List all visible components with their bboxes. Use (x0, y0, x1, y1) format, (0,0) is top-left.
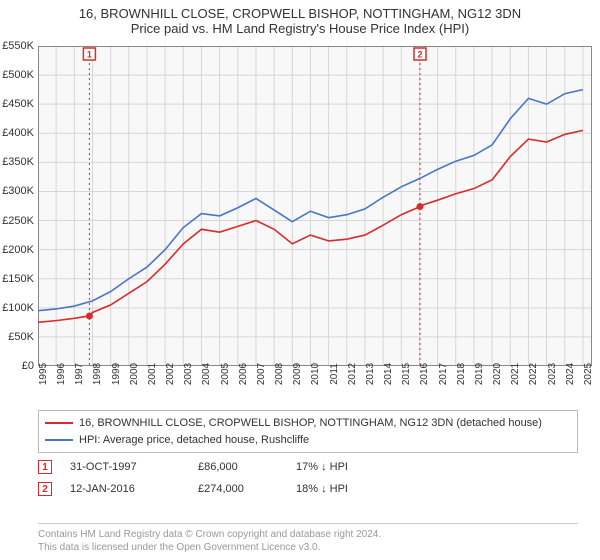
x-tick-label: 2019 (474, 363, 485, 385)
x-tick-label: 1997 (74, 363, 85, 385)
x-tick-label: 2000 (129, 363, 140, 385)
y-tick-label: £500K (2, 69, 34, 81)
footer-attribution: Contains HM Land Registry data © Crown c… (38, 523, 578, 554)
svg-text:2: 2 (417, 50, 422, 60)
legend-item-hpi: HPI: Average price, detached house, Rush… (45, 432, 571, 449)
y-tick-label: £100K (2, 302, 34, 314)
x-tick-label: 2018 (456, 363, 467, 385)
x-tick-label: 2015 (401, 363, 412, 385)
x-tick-label: 2020 (492, 363, 503, 385)
y-tick-label: £350K (2, 156, 34, 168)
x-tick-label: 2014 (383, 363, 394, 385)
legend-swatch-property (45, 422, 73, 424)
x-tick-label: 2007 (256, 363, 267, 385)
event-marker-box: 1 (38, 460, 52, 474)
x-tick-label: 2005 (220, 363, 231, 385)
y-tick-label: £250K (2, 215, 34, 227)
y-axis-labels: £0£50K£100K£150K£200K£250K£300K£350K£400… (0, 46, 36, 366)
x-tick-label: 2012 (347, 363, 358, 385)
x-tick-label: 2003 (183, 363, 194, 385)
event-diff: 18% ↓ HPI (296, 483, 348, 495)
y-tick-label: £200K (2, 244, 34, 256)
event-row: 1 31-OCT-1997 £86,000 17% ↓ HPI (38, 456, 578, 478)
y-tick-label: £150K (2, 273, 34, 285)
x-tick-label: 1995 (38, 363, 49, 385)
event-price: £274,000 (198, 483, 278, 495)
x-tick-label: 2002 (165, 363, 176, 385)
x-tick-label: 2017 (438, 363, 449, 385)
x-axis-labels: 1995199619971998199920002001200220032004… (38, 368, 592, 408)
x-tick-label: 2011 (329, 363, 340, 385)
event-table: 1 31-OCT-1997 £86,000 17% ↓ HPI 2 12-JAN-2016… (38, 456, 578, 500)
x-tick-label: 2024 (565, 363, 576, 385)
x-tick-label: 2009 (292, 363, 303, 385)
x-tick-label: 1999 (111, 363, 122, 385)
event-price: £86,000 (198, 461, 278, 473)
footer-line2: This data is licensed under the Open Gov… (38, 541, 578, 554)
legend-swatch-hpi (45, 439, 73, 441)
y-tick-label: £300K (2, 185, 34, 197)
chart-title-address: 16, BROWNHILL CLOSE, CROPWELL BISHOP, NO… (0, 0, 600, 21)
x-tick-label: 2021 (510, 363, 521, 385)
chart-legend: 16, BROWNHILL CLOSE, CROPWELL BISHOP, NO… (38, 410, 578, 453)
svg-text:1: 1 (87, 50, 92, 60)
event-marker-box: 2 (38, 482, 52, 496)
x-tick-label: 2016 (419, 363, 430, 385)
legend-item-property: 16, BROWNHILL CLOSE, CROPWELL BISHOP, NO… (45, 415, 571, 432)
chart-title-subtitle: Price paid vs. HM Land Registry's House … (0, 21, 600, 40)
x-tick-label: 2023 (547, 363, 558, 385)
chart-svg: 12 (38, 46, 592, 366)
y-tick-label: £0 (22, 360, 34, 372)
y-tick-label: £450K (2, 98, 34, 110)
y-tick-label: £400K (2, 127, 34, 139)
price-chart-container: { "title_line1": "16, BROWNHILL CLOSE, C… (0, 0, 600, 560)
x-tick-label: 1996 (56, 363, 67, 385)
x-tick-label: 2025 (583, 363, 594, 385)
chart-plot-area: 12 (38, 46, 592, 366)
x-tick-label: 2004 (201, 363, 212, 385)
x-tick-label: 2013 (365, 363, 376, 385)
legend-label-hpi: HPI: Average price, detached house, Rush… (79, 432, 309, 449)
x-tick-label: 2010 (310, 363, 321, 385)
legend-label-property: 16, BROWNHILL CLOSE, CROPWELL BISHOP, NO… (79, 415, 542, 432)
event-row: 2 12-JAN-2016 £274,000 18% ↓ HPI (38, 478, 578, 500)
x-tick-label: 1998 (92, 363, 103, 385)
event-date: 12-JAN-2016 (70, 483, 180, 495)
x-tick-label: 2006 (238, 363, 249, 385)
y-tick-label: £550K (2, 40, 34, 52)
event-diff: 17% ↓ HPI (296, 461, 348, 473)
y-tick-label: £50K (8, 331, 34, 343)
event-date: 31-OCT-1997 (70, 461, 180, 473)
footer-line1: Contains HM Land Registry data © Crown c… (38, 528, 578, 541)
x-tick-label: 2008 (274, 363, 285, 385)
x-tick-label: 2001 (147, 363, 158, 385)
x-tick-label: 2022 (528, 363, 539, 385)
